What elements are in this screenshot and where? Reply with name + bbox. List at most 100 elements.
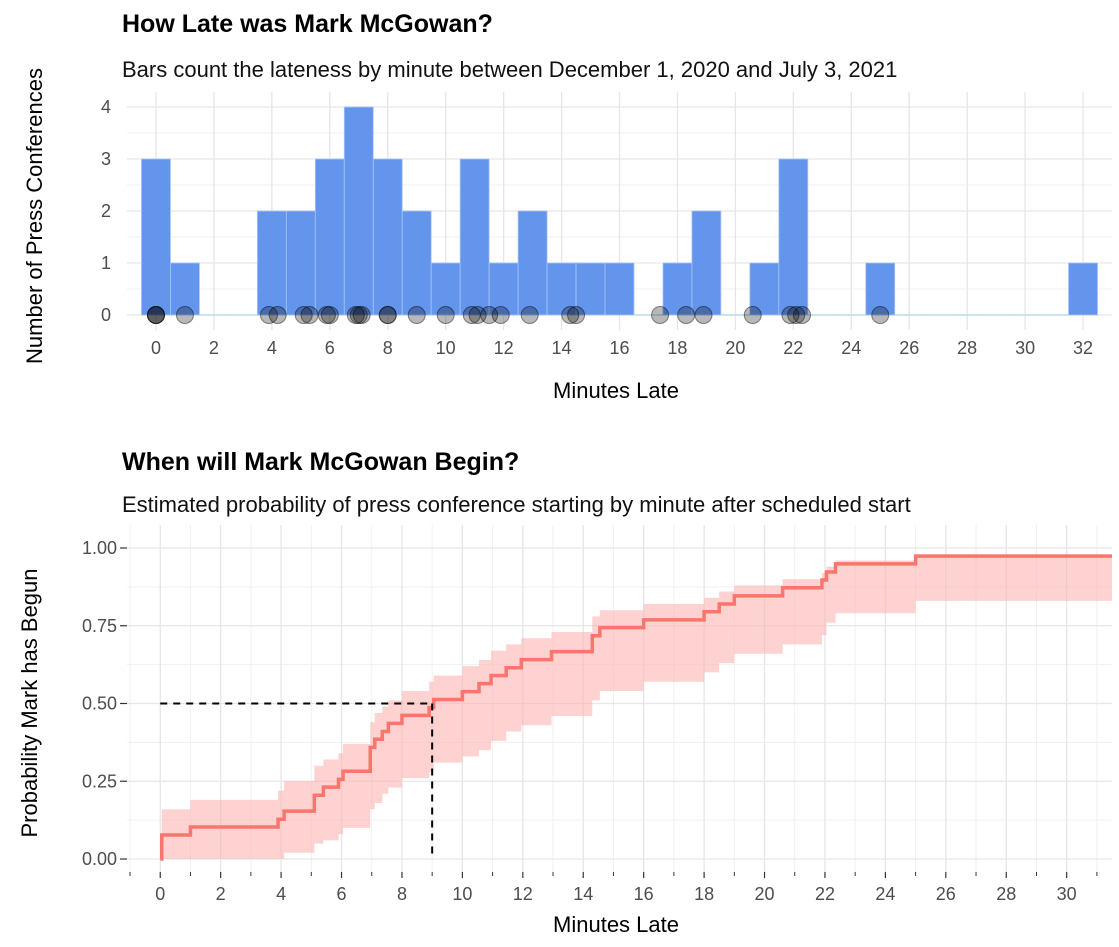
- x-tick-label: 2: [216, 884, 226, 904]
- data-point: [349, 306, 368, 324]
- y-tick-label: 1: [101, 253, 111, 273]
- x-tick-label: 0: [155, 884, 165, 904]
- bar: [865, 262, 896, 316]
- data-point: [491, 306, 510, 324]
- x-tick-label: 10: [436, 338, 456, 358]
- data-point: [317, 306, 336, 324]
- x-tick-label: 32: [1073, 338, 1093, 358]
- data-point: [561, 306, 580, 324]
- data-point: [146, 306, 165, 324]
- bar: [778, 158, 809, 316]
- data-point: [480, 306, 499, 324]
- y-axis-label: Probability Mark has Begun: [17, 568, 42, 838]
- x-tick-label: 6: [325, 338, 335, 358]
- x-tick-label: 8: [397, 884, 407, 904]
- data-point: [407, 306, 426, 324]
- data-point: [677, 306, 696, 324]
- bar: [430, 262, 461, 316]
- chart-subtitle: Bars count the lateness by minute betwee…: [122, 57, 898, 82]
- x-tick-label: 26: [936, 884, 956, 904]
- data-point: [146, 306, 165, 324]
- data-point: [320, 306, 339, 324]
- x-tick-label: 16: [634, 884, 654, 904]
- bar: [170, 262, 200, 316]
- x-tick-label: 4: [267, 338, 277, 358]
- x-axis-label: Minutes Late: [553, 912, 679, 937]
- y-tick-label: 2: [101, 201, 111, 221]
- bar: [285, 210, 316, 316]
- data-point: [651, 306, 670, 324]
- x-tick-label: 6: [337, 884, 347, 904]
- x-tick-label: 30: [1057, 884, 1077, 904]
- y-tick-label: 4: [101, 97, 111, 117]
- x-tick-label: 8: [383, 338, 393, 358]
- histogram-panel: How Late was Mark McGowan? Bars count th…: [0, 0, 1119, 420]
- x-tick-label: 2: [209, 338, 219, 358]
- chart-subtitle: Estimated probability of press conferenc…: [122, 492, 911, 517]
- bar: [256, 210, 287, 316]
- bar: [575, 262, 606, 316]
- x-tick-label: 24: [875, 884, 895, 904]
- y-tick-label: 0: [101, 305, 111, 325]
- data-point: [694, 306, 713, 324]
- bar: [604, 262, 635, 316]
- data-point: [781, 306, 800, 324]
- bar: [662, 262, 693, 316]
- bar: [459, 158, 490, 316]
- data-point: [378, 306, 397, 324]
- data-point: [378, 306, 397, 324]
- bar: [546, 262, 577, 316]
- data-point: [436, 306, 455, 324]
- bar: [314, 158, 345, 316]
- bar: [488, 262, 519, 316]
- data-point: [520, 306, 539, 324]
- data-point: [567, 306, 586, 324]
- y-tick-label: 0.25: [82, 771, 117, 791]
- x-tick-label: 10: [452, 884, 472, 904]
- x-tick-label: 28: [957, 338, 977, 358]
- data-point: [793, 306, 812, 324]
- y-tick-label: 1.00: [82, 538, 117, 558]
- x-tick-label: 18: [667, 338, 687, 358]
- x-tick-label: 28: [996, 884, 1016, 904]
- data-point: [294, 306, 313, 324]
- probability-step-line: [159, 554, 1112, 861]
- bar: [1068, 262, 1098, 316]
- data-point: [352, 306, 371, 324]
- bar: [517, 210, 548, 316]
- data-point: [259, 306, 278, 324]
- x-tick-label: 18: [694, 884, 714, 904]
- x-tick-label: 20: [725, 338, 745, 358]
- data-point: [268, 306, 287, 324]
- y-tick-label: 3: [101, 149, 111, 169]
- bar: [691, 210, 722, 316]
- x-tick-label: 20: [755, 884, 775, 904]
- y-tick-label: 0.00: [82, 849, 117, 869]
- data-point: [462, 306, 481, 324]
- bar: [343, 106, 374, 316]
- x-tick-label: 24: [841, 338, 861, 358]
- x-tick-label: 0: [151, 338, 161, 358]
- chart-title: When will Mark McGowan Begin?: [122, 448, 520, 476]
- y-tick-label: 0.50: [82, 694, 117, 714]
- bar: [372, 158, 403, 316]
- data-point: [175, 306, 194, 324]
- data-point: [743, 306, 762, 324]
- data-point: [871, 306, 890, 324]
- bar: [401, 210, 432, 316]
- x-tick-label: 14: [552, 338, 572, 358]
- x-tick-label: 22: [815, 884, 835, 904]
- data-point: [468, 306, 487, 324]
- data-point: [146, 306, 165, 324]
- x-tick-label: 16: [609, 338, 629, 358]
- x-tick-label: 12: [494, 338, 514, 358]
- x-tick-label: 4: [276, 884, 286, 904]
- x-axis-label: Minutes Late: [553, 378, 679, 403]
- data-point: [346, 306, 365, 324]
- y-tick-label: 0.75: [82, 616, 117, 636]
- bar: [141, 158, 171, 316]
- x-tick-label: 26: [899, 338, 919, 358]
- confidence-band: [160, 554, 1112, 859]
- x-tick-label: 22: [783, 338, 803, 358]
